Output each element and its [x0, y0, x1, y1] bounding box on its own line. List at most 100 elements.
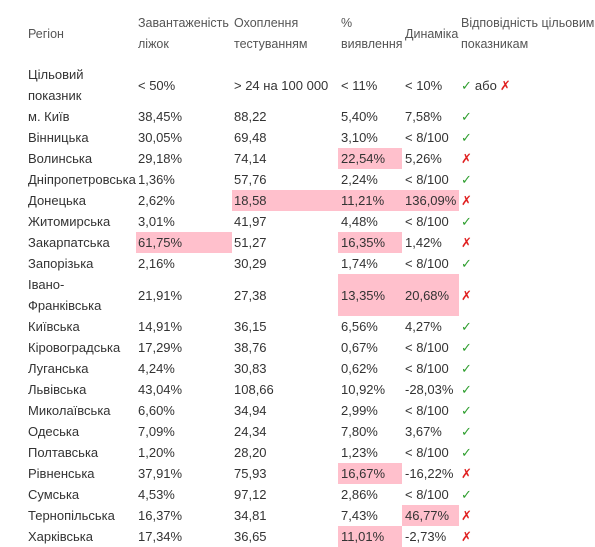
- cell-dynamics: 3,67%: [405, 424, 442, 439]
- table-row: Рівненська 37,91% 75,93 16,67% -16,22% ✗: [0, 463, 595, 484]
- cell-beds: 14,91%: [138, 319, 183, 334]
- cell-testing: 28,20: [234, 445, 267, 460]
- target-beds: < 50%: [138, 77, 176, 93]
- cell-compliance: ✗: [459, 463, 595, 484]
- cell-compliance: ✗: [459, 232, 595, 253]
- table-row: Дніпропетровська 1,36% 57,76 2,24% < 8/100 ✓: [0, 169, 595, 190]
- header-detection: % виявлення: [341, 16, 403, 51]
- cell-detection: 6,56%: [341, 319, 378, 334]
- check-icon: ✓: [461, 424, 472, 439]
- cell-detection: 11,01%: [338, 526, 402, 547]
- cell-testing: 27,38: [234, 287, 267, 303]
- cross-icon: ✗: [461, 508, 472, 523]
- cell-dynamics: < 8/100: [405, 256, 449, 271]
- table-row: Івано-Франківська 21,91% 27,38 13,35% 20,68%…: [0, 274, 595, 316]
- cell-dynamics: 20,68%: [402, 274, 459, 316]
- cell-testing: 57,76: [234, 172, 267, 187]
- cross-icon: ✗: [461, 287, 472, 303]
- cell-compliance: ✓: [459, 211, 595, 232]
- cell-beds: 1,36%: [138, 172, 175, 187]
- check-icon: ✓: [461, 382, 472, 397]
- header-compliance: Відповідність цільовим показникам: [461, 16, 595, 51]
- cell-detection: 10,92%: [341, 382, 386, 397]
- cell-detection: 1,74%: [341, 256, 378, 271]
- cell-region: Житомирська: [28, 214, 111, 229]
- cell-beds: 21,91%: [138, 287, 183, 303]
- header-testing: Охоплення тестуванням: [234, 16, 308, 51]
- cell-compliance: ✓: [459, 253, 595, 274]
- cell-region: Рівненська: [28, 466, 95, 481]
- cell-beds: 29,18%: [138, 151, 183, 166]
- check-icon: ✓: [461, 445, 472, 460]
- cell-compliance: ✓: [459, 400, 595, 421]
- cell-testing: 88,22: [234, 109, 267, 124]
- cell-region: Запорізька: [28, 256, 94, 271]
- cell-dynamics: < 8/100: [405, 214, 449, 229]
- cell-region: Львівська: [28, 382, 87, 397]
- table-row: Закарпатська 61,75% 51,27 16,35% 1,42% ✗: [0, 232, 595, 253]
- check-icon: ✓: [461, 77, 472, 93]
- cell-beds: 4,53%: [138, 487, 175, 502]
- cell-dynamics: < 8/100: [405, 361, 449, 376]
- check-icon: ✓: [461, 256, 472, 271]
- cell-detection: 7,43%: [341, 508, 378, 523]
- cell-detection: 4,48%: [341, 214, 378, 229]
- cell-compliance: ✓: [459, 106, 595, 127]
- cell-compliance: ✓: [459, 484, 595, 505]
- check-icon: ✓: [461, 214, 472, 229]
- cell-detection: 16,35%: [338, 232, 402, 253]
- cell-region: Сумська: [28, 487, 80, 502]
- cell-detection: 1,23%: [341, 445, 378, 460]
- cell-compliance: ✗: [459, 148, 595, 169]
- cell-compliance: ✓: [459, 379, 595, 400]
- covid-indicators-table: Регіон Завантаженість ліжок Охоплення те…: [0, 12, 595, 547]
- check-icon: ✓: [461, 487, 472, 502]
- cell-compliance: ✓: [459, 421, 595, 442]
- cell-compliance: ✓: [459, 169, 595, 190]
- cell-detection: 7,80%: [341, 424, 378, 439]
- target-row: Цільовий показник < 50% > 24 на 100 000 …: [0, 64, 595, 106]
- cell-region: Харківська: [28, 529, 93, 544]
- cell-region: Миколаївська: [28, 403, 111, 418]
- cell-region: Вінницька: [28, 130, 89, 145]
- check-icon: ✓: [461, 130, 472, 145]
- cell-dynamics: -28,03%: [405, 382, 454, 397]
- cell-region: Донецька: [28, 193, 87, 208]
- target-dynamics: < 10%: [405, 77, 443, 93]
- cell-region: Закарпатська: [28, 235, 110, 250]
- cell-compliance: ✓: [459, 337, 595, 358]
- cell-beds: 6,60%: [138, 403, 175, 418]
- cell-beds: 1,20%: [138, 445, 175, 460]
- cell-region: Полтавська: [28, 445, 99, 460]
- cross-icon: ✗: [461, 193, 472, 208]
- cell-dynamics: -16,22%: [405, 466, 454, 481]
- cell-testing: 30,83: [234, 361, 267, 376]
- cell-dynamics: -2,73%: [405, 529, 447, 544]
- cell-testing: 75,93: [234, 466, 267, 481]
- cell-testing: 74,14: [234, 151, 267, 166]
- target-testing: > 24 на 100 000: [234, 77, 329, 93]
- cell-detection: 2,99%: [341, 403, 378, 418]
- header-row: Регіон Завантаженість ліжок Охоплення те…: [0, 12, 595, 64]
- cell-region: Київська: [28, 319, 80, 334]
- cell-beds: 3,01%: [138, 214, 175, 229]
- cell-beds: 4,24%: [138, 361, 175, 376]
- table-row: Запорізька 2,16% 30,29 1,74% < 8/100 ✓: [0, 253, 595, 274]
- cell-compliance: ✓: [459, 127, 595, 148]
- table-row: Одеська 7,09% 24,34 7,80% 3,67% ✓: [0, 421, 595, 442]
- target-detection: < 11%: [341, 77, 378, 93]
- cell-compliance: ✓: [459, 316, 595, 337]
- cell-testing: 41,97: [234, 214, 267, 229]
- cell-testing: 36,15: [234, 319, 267, 334]
- cell-detection: 0,67%: [341, 340, 378, 355]
- cross-icon: ✗: [461, 466, 472, 481]
- cell-beds: 43,04%: [138, 382, 183, 397]
- check-icon: ✓: [461, 109, 472, 124]
- cell-dynamics: 7,58%: [405, 109, 442, 124]
- table-row: Київська 14,91% 36,15 6,56% 4,27% ✓: [0, 316, 595, 337]
- cell-beds: 17,29%: [138, 340, 183, 355]
- cell-testing: 108,66: [234, 382, 274, 397]
- cell-detection: 0,62%: [341, 361, 378, 376]
- cell-region: Луганська: [28, 361, 89, 376]
- header-beds: Завантаженість ліжок: [138, 16, 229, 51]
